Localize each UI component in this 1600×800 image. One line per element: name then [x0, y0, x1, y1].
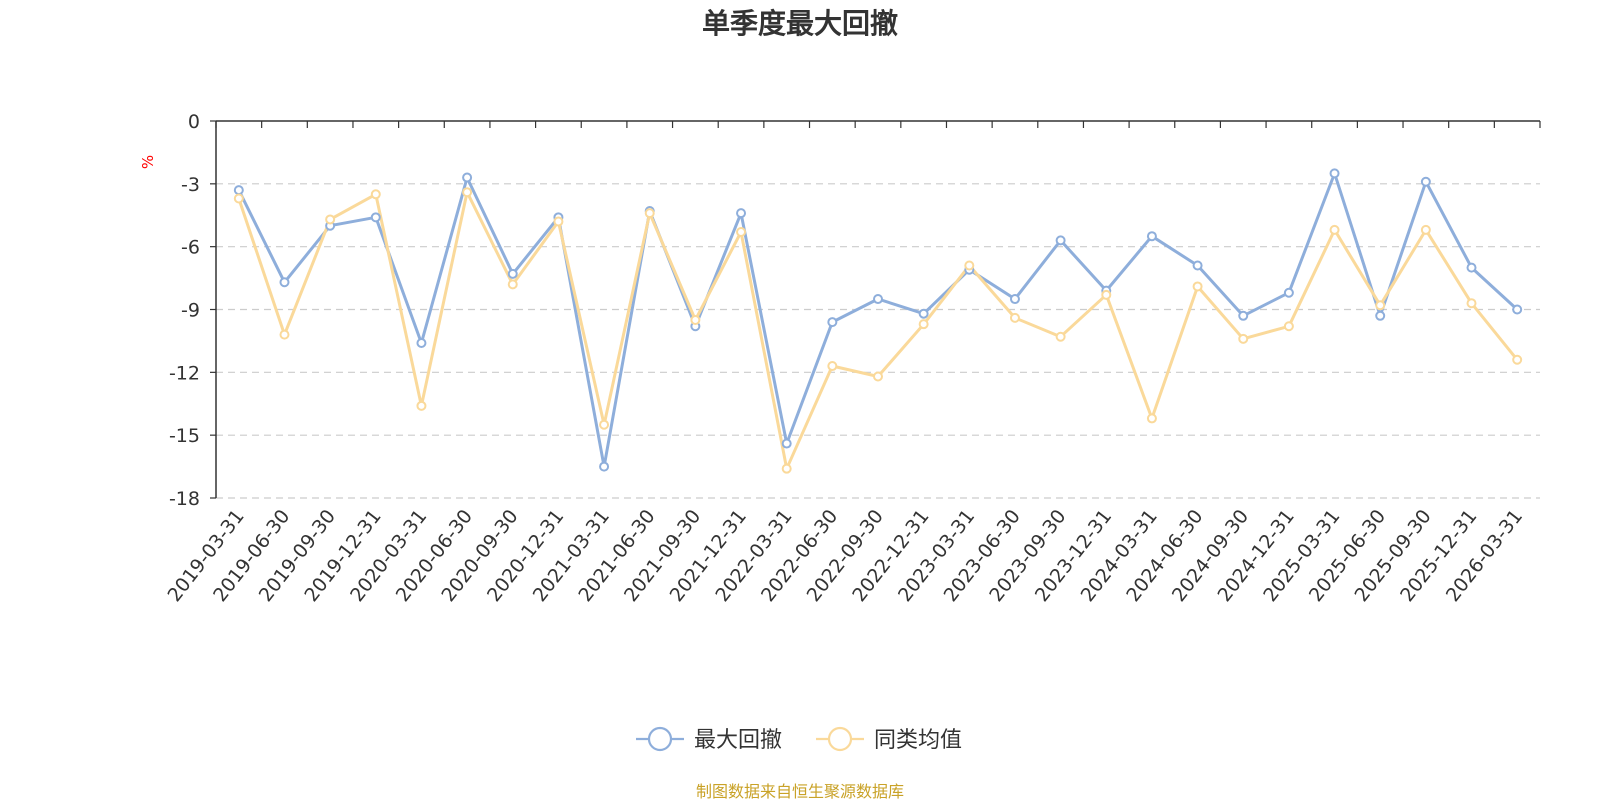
data-point	[1466, 298, 1477, 309]
y-tick-label: -6	[181, 237, 200, 259]
y-tick-label: -3	[181, 174, 200, 196]
data-point	[233, 185, 244, 196]
data-point	[1192, 260, 1203, 271]
data-point	[918, 319, 929, 330]
data-point	[462, 172, 473, 183]
data-point	[279, 277, 290, 288]
chart-title: 单季度最大回撤	[702, 7, 898, 40]
data-point	[1146, 413, 1157, 424]
legend-circle-icon	[827, 726, 853, 752]
data-point	[1420, 224, 1431, 235]
data-point	[644, 208, 655, 219]
data-point	[736, 227, 747, 238]
data-point	[507, 279, 518, 290]
data-source-note: 制图数据来自恒生聚源数据库	[696, 782, 904, 800]
data-point	[1238, 333, 1249, 344]
data-point	[827, 317, 838, 328]
data-point	[1009, 312, 1020, 323]
data-point	[1283, 287, 1294, 298]
series-lines	[233, 168, 1523, 474]
data-point	[1329, 224, 1340, 235]
data-point	[416, 338, 427, 349]
data-point	[416, 400, 427, 411]
data-point	[1146, 231, 1157, 242]
series-line-1	[237, 171, 1519, 469]
data-point	[599, 419, 610, 430]
y-tick-label: -12	[169, 362, 200, 384]
data-point	[827, 361, 838, 372]
legend-circle-icon	[647, 726, 673, 752]
data-point	[873, 371, 883, 382]
data-point	[370, 212, 381, 223]
data-point	[736, 208, 747, 219]
data-point	[1512, 354, 1523, 365]
y-tick-label: -18	[169, 488, 200, 510]
data-point	[690, 314, 701, 325]
data-point	[1283, 321, 1294, 332]
data-point	[1009, 294, 1020, 305]
legend-label: 同类均值	[874, 728, 962, 753]
data-point	[325, 214, 336, 225]
data-point	[964, 260, 975, 271]
data-point	[1375, 300, 1386, 311]
data-point	[599, 461, 610, 472]
data-point	[1466, 262, 1477, 273]
data-point	[873, 294, 883, 305]
y-tick-label: 0	[188, 111, 200, 133]
legend[interactable]: 最大回撤 同类均值	[636, 726, 962, 753]
data-point	[1192, 281, 1203, 292]
y-axis-unit-label: %	[139, 155, 157, 169]
legend-item-1[interactable]: 最大回撤	[636, 726, 782, 753]
y-tick-label: -9	[181, 300, 200, 322]
series-line-2	[237, 190, 1519, 471]
legend-label: 最大回撤	[694, 728, 782, 753]
data-point	[462, 187, 473, 198]
data-point	[1329, 168, 1340, 179]
data-point	[279, 329, 290, 340]
data-point	[233, 193, 244, 204]
legend-item-2[interactable]: 同类均值	[816, 726, 962, 753]
data-point	[553, 216, 564, 227]
data-point	[507, 268, 518, 279]
data-point	[781, 463, 792, 474]
data-point	[1375, 310, 1386, 321]
data-point	[918, 308, 929, 319]
data-point	[370, 189, 381, 200]
data-point	[1101, 289, 1112, 300]
data-point	[1055, 331, 1066, 342]
axes: 0-3-6-9-12-15-182019-03-312019-06-302019…	[163, 111, 1541, 606]
grid-lines	[216, 183, 1540, 499]
data-point	[781, 438, 792, 449]
data-point	[1238, 310, 1249, 321]
data-point	[1420, 176, 1431, 187]
y-tick-label: -15	[169, 425, 200, 447]
data-point	[1055, 235, 1066, 246]
data-point	[1512, 304, 1523, 315]
